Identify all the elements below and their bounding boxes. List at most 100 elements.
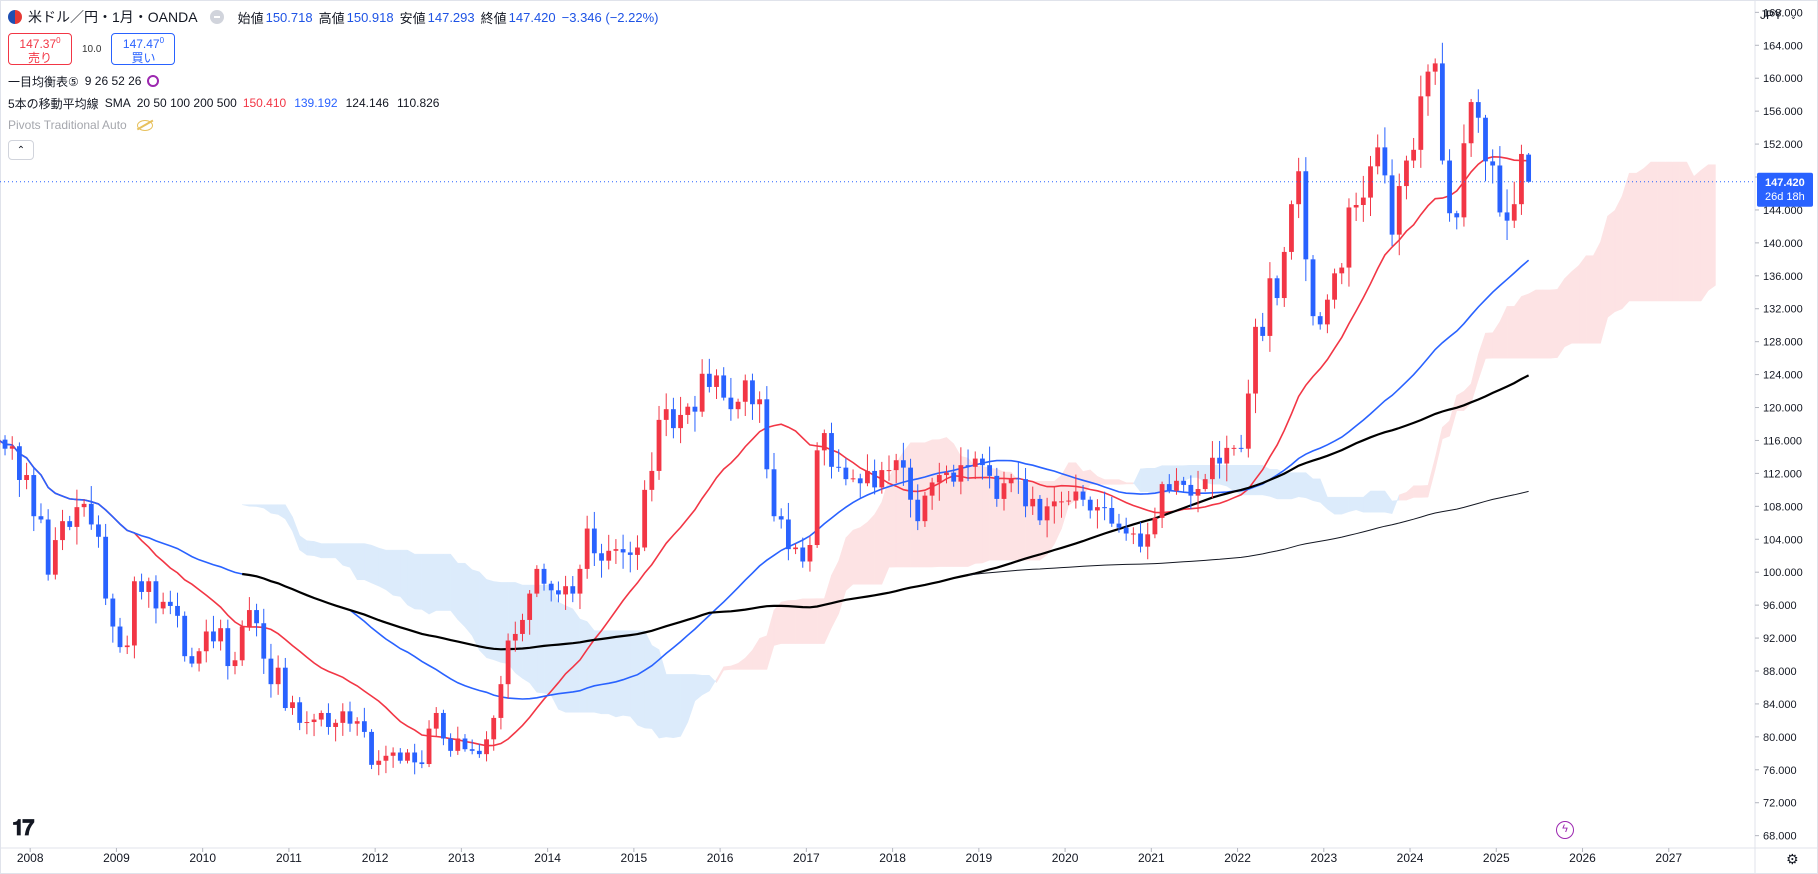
sma-value-1: 150.410 bbox=[242, 96, 287, 110]
cloud-segment bbox=[1284, 472, 1292, 500]
lightning-icon[interactable]: ϟ bbox=[1556, 821, 1574, 839]
cloud-segment bbox=[673, 674, 681, 739]
candle bbox=[1159, 481, 1165, 529]
spread-value: 10.0 bbox=[82, 43, 102, 55]
cloud-segment bbox=[1679, 161, 1687, 302]
candle bbox=[441, 709, 446, 746]
hidden-eye-icon[interactable] bbox=[136, 119, 153, 131]
candle-body bbox=[1066, 500, 1072, 502]
candle-body bbox=[1253, 326, 1258, 394]
candle-body bbox=[1195, 489, 1201, 496]
buy-button[interactable]: 147.470 買い bbox=[111, 33, 176, 65]
gear-icon[interactable]: ⚙ bbox=[1786, 851, 1799, 867]
cloud-segment bbox=[1506, 306, 1515, 359]
candle bbox=[347, 701, 353, 732]
cloud-segment bbox=[558, 601, 566, 713]
cloud-segment bbox=[1348, 496, 1357, 512]
expand-legend-button[interactable]: ⌃ bbox=[8, 140, 34, 160]
candle-body bbox=[282, 667, 288, 709]
candle-body bbox=[570, 586, 576, 594]
candle bbox=[929, 477, 935, 510]
candle bbox=[850, 469, 856, 483]
sma-20-line bbox=[0, 155, 1529, 747]
candle bbox=[376, 750, 382, 776]
candle bbox=[908, 458, 913, 518]
candle-body bbox=[620, 549, 626, 553]
candle-body bbox=[383, 755, 389, 761]
candle bbox=[915, 484, 921, 531]
candle bbox=[649, 452, 655, 502]
candle bbox=[1123, 517, 1129, 541]
candle-body bbox=[692, 406, 698, 412]
candle bbox=[268, 643, 274, 698]
candle-body bbox=[1353, 205, 1359, 208]
candle-body bbox=[246, 610, 252, 627]
ichimoku-legend[interactable]: 一目均衡表⑤ 9 26 52 26 bbox=[8, 70, 659, 92]
candle-body bbox=[297, 702, 303, 723]
y-tick-label: 144.000 bbox=[1763, 205, 1803, 217]
tradingview-logo[interactable]: 𝟏𝟕 bbox=[12, 816, 35, 841]
candle-body bbox=[685, 406, 691, 415]
candle bbox=[1396, 173, 1402, 256]
cloud-segment bbox=[1298, 472, 1307, 499]
price-tag-countdown: 26d 18h bbox=[1765, 191, 1805, 203]
sma-legend[interactable]: 5本の移動平均線 SMA 20 50 100 200 500 150.410 1… bbox=[8, 92, 659, 114]
candle-body bbox=[829, 433, 834, 467]
candle-body bbox=[656, 419, 662, 471]
collapse-legend-button[interactable] bbox=[209, 10, 224, 24]
candle-body bbox=[548, 583, 554, 591]
cloud-segment bbox=[1571, 264, 1580, 344]
candle bbox=[203, 619, 209, 663]
pivots-legend[interactable]: Pivots Traditional Auto bbox=[8, 114, 659, 136]
candle-body bbox=[1037, 498, 1043, 521]
candle-body bbox=[304, 722, 310, 724]
candle-body bbox=[1080, 491, 1086, 500]
cloud-segment bbox=[313, 541, 322, 559]
cloud-segment bbox=[867, 513, 875, 585]
cloud-segment bbox=[1700, 164, 1709, 302]
cloud-segment bbox=[364, 543, 372, 584]
candle bbox=[714, 369, 719, 400]
candle-body bbox=[1396, 186, 1402, 235]
cloud-segment bbox=[665, 674, 674, 739]
sell-button[interactable]: 147.370 売り bbox=[8, 33, 72, 65]
candle-body bbox=[311, 719, 317, 723]
candle-body bbox=[455, 738, 461, 751]
y-tick-label: 128.000 bbox=[1763, 337, 1803, 349]
candle-body bbox=[965, 465, 971, 467]
candle-body bbox=[980, 458, 985, 466]
candle bbox=[1037, 495, 1043, 526]
candle-body bbox=[426, 728, 432, 765]
cloud-segment bbox=[637, 630, 645, 729]
candle bbox=[742, 374, 748, 417]
candle bbox=[886, 455, 892, 481]
candle bbox=[1231, 445, 1237, 456]
candle-body bbox=[448, 738, 454, 751]
currency-selector[interactable]: JPY ⌄ bbox=[1760, 8, 1797, 22]
candle-body bbox=[462, 738, 468, 750]
candle bbox=[9, 436, 15, 460]
x-tick-label: 2015 bbox=[621, 851, 648, 865]
candle bbox=[1102, 491, 1108, 521]
cloud-segment bbox=[601, 630, 609, 715]
candle-body bbox=[1375, 147, 1381, 167]
candle-body bbox=[1059, 501, 1064, 503]
candle bbox=[390, 747, 396, 768]
x-tick-label: 2018 bbox=[879, 851, 906, 865]
candle bbox=[520, 613, 525, 642]
candle-body bbox=[872, 470, 878, 488]
symbol-title[interactable]: 米ドル／円・1月・OANDA bbox=[28, 9, 198, 25]
cloud-segment bbox=[1528, 289, 1537, 359]
candle bbox=[484, 731, 489, 762]
x-tick-label: 2027 bbox=[1655, 851, 1682, 865]
candle bbox=[757, 391, 763, 423]
candle-body bbox=[160, 601, 166, 609]
candle-body bbox=[591, 528, 597, 554]
candle-body bbox=[1051, 501, 1057, 507]
candle-body bbox=[1289, 204, 1294, 252]
candle bbox=[131, 576, 137, 659]
candle-body bbox=[520, 619, 525, 634]
candle bbox=[599, 543, 604, 578]
candle-body bbox=[900, 460, 906, 468]
